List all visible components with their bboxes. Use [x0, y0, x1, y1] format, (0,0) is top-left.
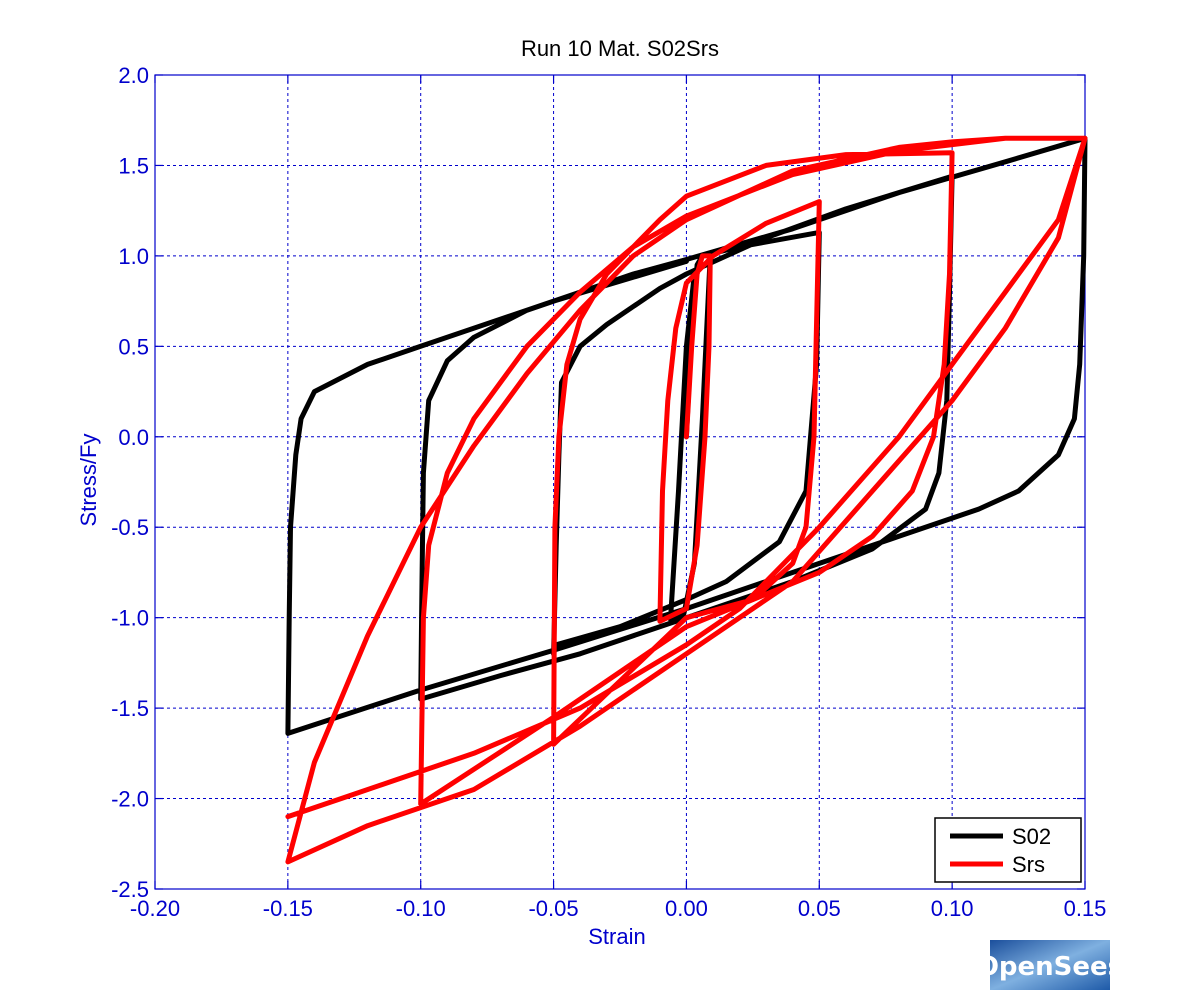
x-axis-label: Strain: [588, 924, 645, 949]
y-axis-label: Stress/Fy: [76, 434, 101, 527]
logo-text: OpenSees: [977, 952, 1123, 982]
y-tick-label: 1.5: [118, 153, 149, 178]
y-tick-label: 0.0: [118, 425, 149, 450]
grid-lines: [155, 75, 1085, 889]
chart-title: Run 10 Mat. S02Srs: [521, 36, 719, 61]
x-tick-label: -0.05: [528, 896, 578, 921]
legend-box: [934, 817, 1082, 883]
series-line-srs: [285, 135, 1088, 865]
y-axis-ticks: -2.5 -2.0 -1.5 -1.0 -0.5 0.0 0.5 1.0 1.5 2.0: [111, 63, 1085, 902]
y-tick-label: -1.5: [111, 696, 149, 721]
series-layer: [285, 135, 1088, 865]
opensees-logo: OpenSees: [977, 940, 1123, 990]
y-tick-label: -1.0: [111, 606, 149, 631]
x-tick-label: 0.05: [798, 896, 841, 921]
x-tick-label: 0.10: [931, 896, 974, 921]
x-tick-label: 0.00: [665, 896, 708, 921]
x-tick-label: -0.15: [263, 896, 313, 921]
y-tick-label: 2.0: [118, 63, 149, 88]
x-tick-label: 0.15: [1064, 896, 1107, 921]
plot-frame: [154, 74, 1086, 890]
y-tick-label: -2.0: [111, 787, 149, 812]
legend: S02 Srs: [934, 817, 1082, 883]
y-tick-label: 0.5: [118, 334, 149, 359]
y-tick-label: -0.5: [111, 515, 149, 540]
y-tick-label: -2.5: [111, 877, 149, 902]
x-tick-label: -0.20: [130, 896, 180, 921]
logo-background: [990, 940, 1110, 990]
legend-label-srs: Srs: [1012, 852, 1045, 877]
x-axis-ticks: -0.20 -0.15 -0.10 -0.05 0.00 0.05 0.10 0.15: [130, 75, 1106, 921]
legend-label-s02: S02: [1012, 824, 1051, 849]
x-tick-label: -0.10: [396, 896, 446, 921]
y-tick-label: 1.0: [118, 244, 149, 269]
